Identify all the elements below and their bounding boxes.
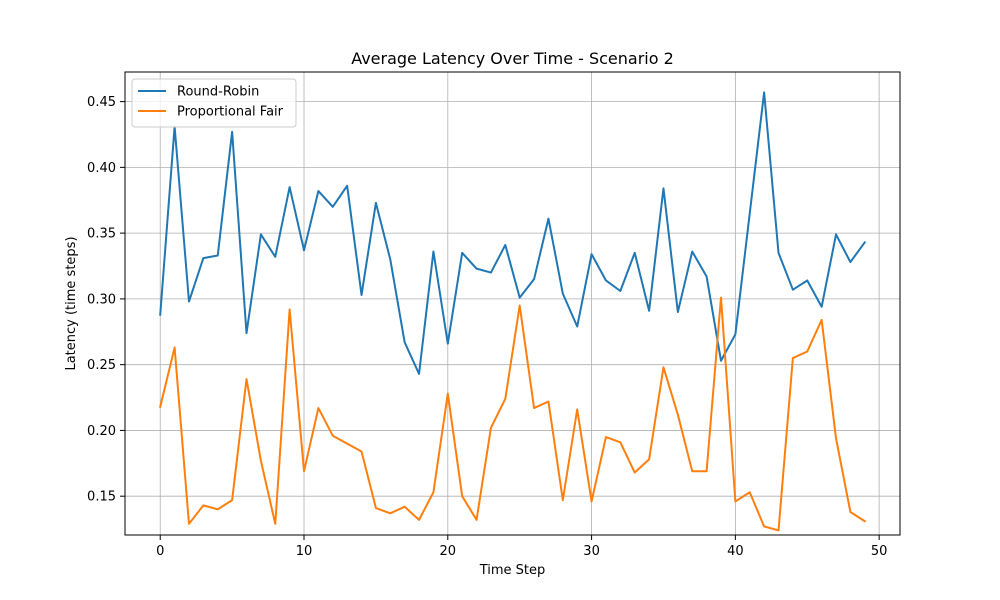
y-tick-label: 0.35: [87, 227, 116, 242]
legend-label-proportional-fair: Proportional Fair: [177, 105, 284, 120]
legend-box: [131, 78, 297, 128]
series-lines: [159, 91, 867, 532]
y-tick-label: 0.15: [87, 490, 116, 505]
x-tick-label: 20: [440, 544, 457, 559]
grid: [125, 72, 900, 535]
y-tick-label: 0.45: [87, 95, 116, 110]
series-line-round-robin: [159, 91, 867, 375]
x-tick-label: 30: [583, 544, 600, 559]
x-tick-label: 0: [156, 544, 164, 559]
x-tick-label: 50: [871, 544, 888, 559]
y-axis-ticks: 0.15 0.20 0.25 0.30 0.35 0.40 0.45: [87, 95, 125, 505]
y-tick-label: 0.25: [87, 358, 116, 373]
y-tick-label: 0.40: [87, 161, 116, 176]
y-axis-title: Latency (time steps): [64, 236, 79, 370]
series-line-proportional-fair: [159, 296, 867, 532]
y-tick-label: 0.20: [87, 424, 116, 439]
x-tick-label: 10: [296, 544, 313, 559]
x-axis-ticks: 0 10 20 30 40 50: [156, 535, 887, 559]
chart-title: Average Latency Over Time - Scenario 2: [351, 49, 674, 68]
y-tick-label: 0.30: [87, 292, 116, 307]
plot-area-frame: [124, 71, 901, 536]
legend-label-round-robin: Round-Robin: [177, 85, 259, 100]
x-axis-title: Time Step: [479, 563, 546, 578]
legend: Round-Robin Proportional Fair: [131, 78, 297, 128]
x-tick-label: 40: [727, 544, 744, 559]
